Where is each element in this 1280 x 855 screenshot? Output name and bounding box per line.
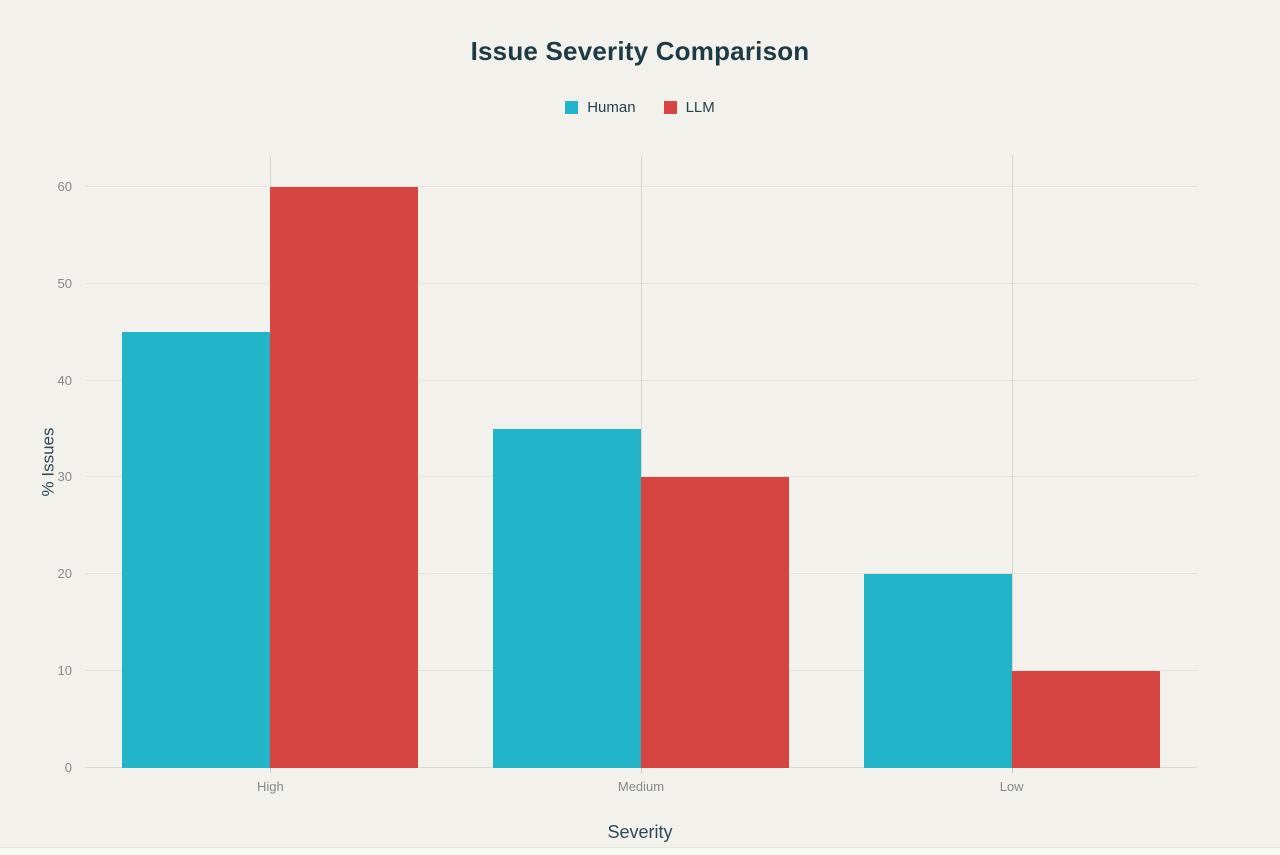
gridline-x-medium xyxy=(641,155,642,768)
plot-area: 0 10 20 30 40 50 60 High Medium Low xyxy=(58,155,1197,794)
x-tick-mark-low xyxy=(1011,768,1013,773)
y-tick-label-20: 20 xyxy=(57,566,72,582)
y-axis-title: % Issues xyxy=(38,427,58,497)
x-tick-mark-medium xyxy=(641,768,642,773)
bar-human-medium[interactable] xyxy=(493,429,641,768)
x-tick-label-high: High xyxy=(256,779,284,794)
y-tick-label-10: 10 xyxy=(57,663,72,679)
bar-human-low[interactable] xyxy=(863,574,1012,768)
y-tick-label-50: 50 xyxy=(57,275,72,291)
x-tick-label-medium: Medium xyxy=(617,779,665,794)
y-tick-label-60: 60 xyxy=(57,178,72,194)
human-series-swatch xyxy=(565,101,579,114)
chart-title: Issue Severity Comparison xyxy=(470,36,810,66)
legend: Human LLM xyxy=(0,99,1280,116)
bar-llm-medium[interactable] xyxy=(641,477,789,768)
bar-llm-high[interactable] xyxy=(270,186,419,768)
y-tick-label-0: 0 xyxy=(64,760,72,775)
x-axis-title: Severity xyxy=(607,822,673,842)
bottom-strip xyxy=(0,847,1280,855)
x-tick-label-low: Low xyxy=(999,779,1024,794)
bar-human-high[interactable] xyxy=(122,332,271,768)
gridline-x-low xyxy=(1011,155,1013,768)
llm-series-swatch xyxy=(663,101,677,114)
legend-label-human: Human xyxy=(587,99,636,116)
y-tick-label-30: 30 xyxy=(57,469,72,485)
bar-llm-low[interactable] xyxy=(1011,671,1160,768)
legend-label-llm: LLM xyxy=(685,99,715,116)
legend-item-llm[interactable]: LLM xyxy=(663,99,715,116)
y-tick-label-40: 40 xyxy=(57,372,72,388)
legend-item-human[interactable]: Human xyxy=(565,99,636,116)
x-tick-mark-high xyxy=(270,768,272,773)
